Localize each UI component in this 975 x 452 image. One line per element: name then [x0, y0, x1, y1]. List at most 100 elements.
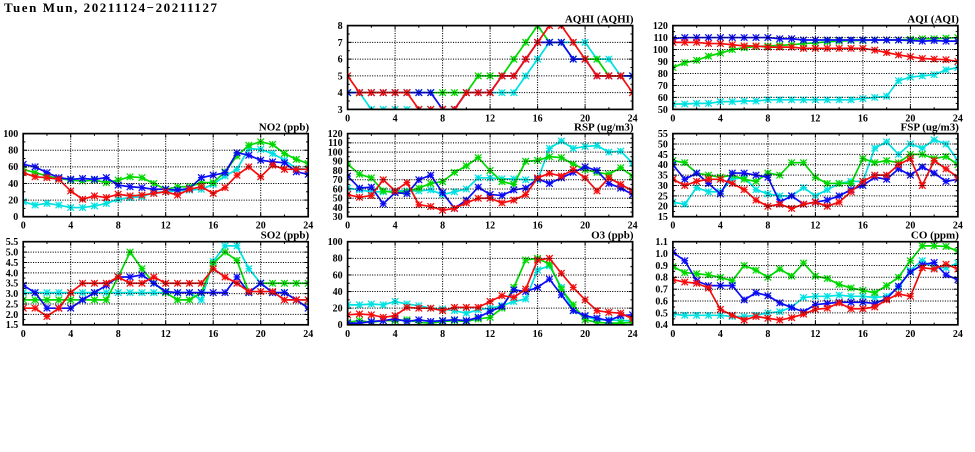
svg-text:0: 0 — [670, 329, 675, 340]
svg-text:0.9: 0.9 — [655, 261, 668, 272]
svg-text:50: 50 — [333, 194, 343, 205]
svg-text:20: 20 — [905, 221, 915, 232]
svg-text:0: 0 — [345, 221, 350, 232]
svg-text:55: 55 — [658, 129, 668, 140]
svg-text:60: 60 — [8, 162, 18, 173]
svg-text:8: 8 — [338, 21, 343, 32]
svg-text:2.5: 2.5 — [6, 299, 19, 310]
svg-text:4: 4 — [68, 329, 73, 340]
svg-text:40: 40 — [658, 160, 668, 171]
svg-text:60: 60 — [333, 184, 343, 195]
svg-text:4: 4 — [393, 221, 398, 232]
svg-text:20: 20 — [256, 329, 266, 340]
svg-text:7: 7 — [338, 38, 343, 49]
svg-text:100: 100 — [653, 45, 668, 56]
svg-text:16: 16 — [858, 113, 868, 124]
svg-text:35: 35 — [658, 171, 668, 182]
svg-text:0: 0 — [345, 113, 350, 124]
svg-text:120: 120 — [653, 21, 668, 32]
svg-text:12: 12 — [161, 221, 171, 232]
svg-text:15: 15 — [658, 212, 668, 223]
svg-text:0: 0 — [345, 329, 350, 340]
svg-text:0: 0 — [670, 221, 675, 232]
svg-text:12: 12 — [810, 113, 820, 124]
svg-text:1.1: 1.1 — [655, 237, 668, 248]
svg-text:90: 90 — [333, 157, 343, 168]
svg-text:4.5: 4.5 — [6, 258, 19, 269]
svg-text:5.0: 5.0 — [6, 247, 19, 258]
svg-text:70: 70 — [658, 81, 668, 92]
svg-text:80: 80 — [8, 146, 18, 157]
svg-text:20: 20 — [256, 221, 266, 232]
svg-text:AQI (AQI): AQI (AQI) — [907, 14, 959, 26]
svg-text:40: 40 — [8, 179, 18, 190]
svg-text:24: 24 — [628, 113, 638, 124]
svg-text:0: 0 — [338, 320, 343, 331]
svg-text:5.5: 5.5 — [6, 237, 19, 248]
svg-text:4: 4 — [393, 113, 398, 124]
svg-text:8: 8 — [440, 221, 445, 232]
svg-text:4: 4 — [718, 113, 723, 124]
svg-text:24: 24 — [628, 221, 638, 232]
svg-text:8: 8 — [765, 113, 770, 124]
svg-text:RSP (ug/m3): RSP (ug/m3) — [574, 122, 634, 134]
svg-text:25: 25 — [658, 191, 668, 202]
svg-text:6: 6 — [338, 55, 343, 66]
svg-text:110: 110 — [328, 138, 342, 149]
svg-text:90: 90 — [658, 57, 668, 68]
svg-text:SO2 (ppb): SO2 (ppb) — [261, 230, 310, 242]
svg-text:16: 16 — [533, 113, 543, 124]
svg-text:16: 16 — [533, 329, 543, 340]
svg-text:4.0: 4.0 — [6, 268, 19, 279]
svg-text:100: 100 — [328, 147, 343, 158]
svg-text:0.4: 0.4 — [655, 320, 668, 331]
svg-text:AQHI (AQHI): AQHI (AQHI) — [565, 14, 634, 26]
svg-text:12: 12 — [485, 113, 495, 124]
svg-text:20: 20 — [658, 202, 668, 213]
svg-text:8: 8 — [116, 221, 121, 232]
svg-text:40: 40 — [333, 203, 343, 214]
svg-text:24: 24 — [303, 329, 313, 340]
svg-text:1.0: 1.0 — [655, 249, 668, 260]
svg-text:80: 80 — [333, 166, 343, 177]
svg-text:20: 20 — [8, 195, 18, 206]
svg-text:0: 0 — [13, 212, 18, 223]
svg-text:3.5: 3.5 — [6, 279, 19, 290]
svg-text:20: 20 — [580, 329, 590, 340]
svg-text:0.5: 0.5 — [655, 308, 668, 319]
svg-text:FSP (ug/m3): FSP (ug/m3) — [901, 122, 960, 134]
svg-text:50: 50 — [658, 105, 668, 116]
svg-text:120: 120 — [328, 129, 343, 140]
svg-text:110: 110 — [653, 33, 667, 44]
svg-text:20: 20 — [580, 113, 590, 124]
svg-text:5: 5 — [338, 71, 343, 82]
svg-text:0.6: 0.6 — [655, 296, 668, 307]
svg-text:3.0: 3.0 — [6, 289, 19, 300]
svg-text:0: 0 — [21, 221, 26, 232]
svg-text:0: 0 — [670, 113, 675, 124]
svg-text:24: 24 — [628, 329, 638, 340]
svg-text:24: 24 — [953, 113, 963, 124]
svg-text:12: 12 — [161, 329, 171, 340]
svg-text:80: 80 — [333, 254, 343, 265]
svg-text:50: 50 — [658, 139, 668, 150]
svg-text:4: 4 — [718, 329, 723, 340]
svg-text:20: 20 — [905, 113, 915, 124]
svg-text:24: 24 — [953, 221, 963, 232]
svg-text:0.8: 0.8 — [655, 273, 668, 284]
svg-text:24: 24 — [303, 221, 313, 232]
svg-text:100: 100 — [3, 129, 18, 140]
svg-text:30: 30 — [658, 181, 668, 192]
svg-text:8: 8 — [765, 221, 770, 232]
svg-text:NO2 (ppb): NO2 (ppb) — [259, 122, 310, 134]
svg-text:60: 60 — [333, 270, 343, 281]
svg-text:20: 20 — [580, 221, 590, 232]
svg-text:12: 12 — [810, 329, 820, 340]
svg-text:100: 100 — [328, 237, 343, 248]
svg-text:45: 45 — [658, 150, 668, 161]
svg-text:16: 16 — [208, 221, 218, 232]
svg-text:4: 4 — [393, 329, 398, 340]
svg-text:40: 40 — [333, 287, 343, 298]
svg-text:8: 8 — [440, 329, 445, 340]
svg-text:20: 20 — [333, 304, 343, 315]
